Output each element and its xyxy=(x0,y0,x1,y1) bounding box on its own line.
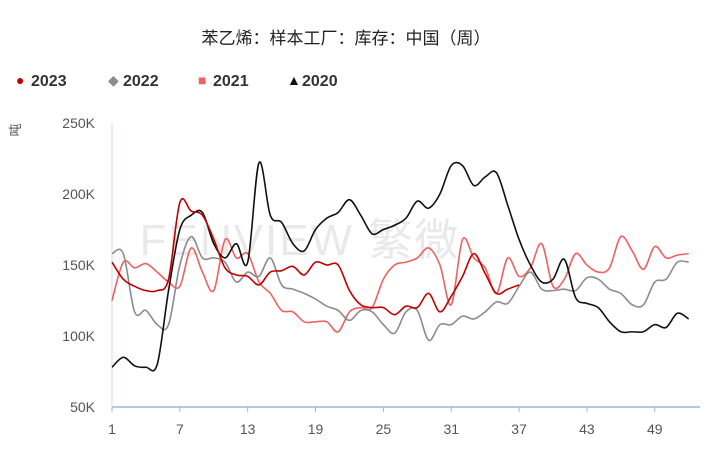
x-tick-label: 25 xyxy=(376,421,392,437)
y-tick-label: 200K xyxy=(62,186,95,202)
x-tick-label: 13 xyxy=(240,421,256,437)
series-line-2022 xyxy=(111,235,689,342)
y-tick-label: 250K xyxy=(62,115,95,131)
series-layer xyxy=(111,161,690,372)
legend: ● 2023 ◆ 2022 ■ 2021 ▲ 2020 xyxy=(16,72,338,90)
watermark: FENVIEW 繁微 xyxy=(140,216,461,265)
y-axis-label: 吨 xyxy=(8,123,23,136)
legend-item-2020[interactable]: ▲ 2020 xyxy=(287,72,338,90)
legend-marker-2021: ■ xyxy=(198,72,206,88)
legend-marker-2020: ▲ xyxy=(287,72,301,88)
series-line-2020 xyxy=(111,161,690,372)
x-tick-label: 1 xyxy=(108,421,116,437)
legend-label-2021: 2021 xyxy=(213,73,249,90)
legend-marker-2022: ◆ xyxy=(108,72,119,88)
legend-item-2021[interactable]: ■ 2021 xyxy=(198,72,249,90)
x-axis: 1 7 13 19 25 31 37 43 49 xyxy=(108,123,700,437)
series-line-2021 xyxy=(111,235,689,333)
x-tick-label: 7 xyxy=(176,421,184,437)
legend-label-2023: 2023 xyxy=(31,73,67,90)
legend-label-2020: 2020 xyxy=(302,73,338,90)
y-tick-label: 100K xyxy=(62,328,95,344)
y-axis: 50K 100K 150K 200K 250K xyxy=(62,115,95,415)
legend-marker-2023: ● xyxy=(16,72,24,88)
y-tick-label: 50K xyxy=(70,399,96,415)
x-tick-label: 43 xyxy=(579,421,595,437)
x-tick-label: 19 xyxy=(308,421,324,437)
legend-item-2022[interactable]: ◆ 2022 xyxy=(108,72,159,90)
y-tick-label: 150K xyxy=(62,257,95,273)
chart-title: 苯乙烯：样本工厂：库存：中国（周） xyxy=(202,29,491,48)
x-tick-label: 49 xyxy=(647,421,663,437)
legend-label-2022: 2022 xyxy=(123,73,159,90)
legend-item-2023[interactable]: ● 2023 xyxy=(16,72,67,90)
x-tick-label: 37 xyxy=(511,421,527,437)
series-line-2023 xyxy=(111,197,520,316)
x-tick-label: 31 xyxy=(443,421,459,437)
